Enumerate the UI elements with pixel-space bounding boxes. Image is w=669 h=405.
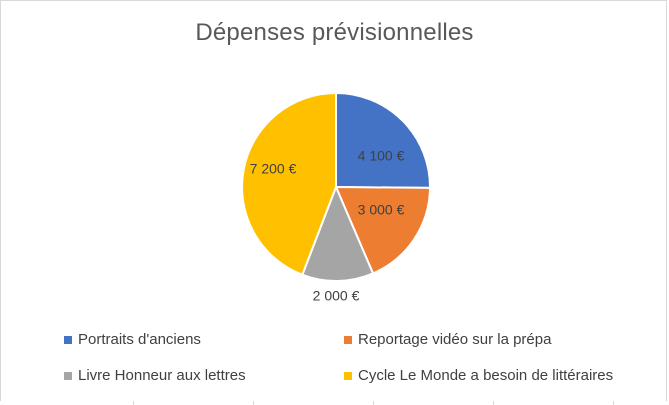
data-label-cycle: 7 200 € — [250, 161, 297, 177]
gridline-tick — [253, 401, 254, 405]
gridline-tick — [613, 401, 614, 405]
pie-slice-reportage — [335, 186, 431, 275]
legend-label-reportage: Reportage vidéo sur la prépa — [358, 331, 552, 348]
legend-item-portraits: Portraits d'anciens — [64, 331, 344, 348]
legend-item-livre: Livre Honneur aux lettres — [64, 367, 344, 384]
gridline-tick — [133, 401, 134, 405]
pie-slice-portraits — [335, 92, 431, 189]
data-label-livre: 2 000 € — [313, 288, 360, 304]
legend-label-portraits: Portraits d'anciens — [78, 331, 201, 348]
gridline-tick — [493, 401, 494, 405]
sheet-gridline-strip — [0, 401, 669, 405]
legend-label-livre: Livre Honneur aux lettres — [78, 367, 246, 384]
legend-swatch-cycle — [344, 371, 352, 380]
pie-slice-cycle — [241, 92, 337, 276]
legend-swatch-portraits — [64, 335, 72, 344]
chart-title: Dépenses prévisionnelles — [195, 19, 474, 46]
pie-slice-livre — [301, 186, 375, 282]
legend-item-cycle: Cycle Le Monde a besoin de littéraires — [344, 367, 654, 384]
legend-label-cycle: Cycle Le Monde a besoin de littéraires — [358, 367, 614, 384]
chart-legend: Portraits d'anciens Reportage vidéo sur … — [64, 331, 654, 384]
gridline-tick — [373, 401, 374, 405]
legend-item-reportage: Reportage vidéo sur la prépa — [344, 331, 654, 348]
legend-swatch-reportage — [344, 335, 352, 344]
data-label-reportage: 3 000 € — [358, 202, 405, 218]
legend-swatch-livre — [64, 371, 72, 380]
data-label-portraits: 4 100 € — [358, 148, 405, 164]
